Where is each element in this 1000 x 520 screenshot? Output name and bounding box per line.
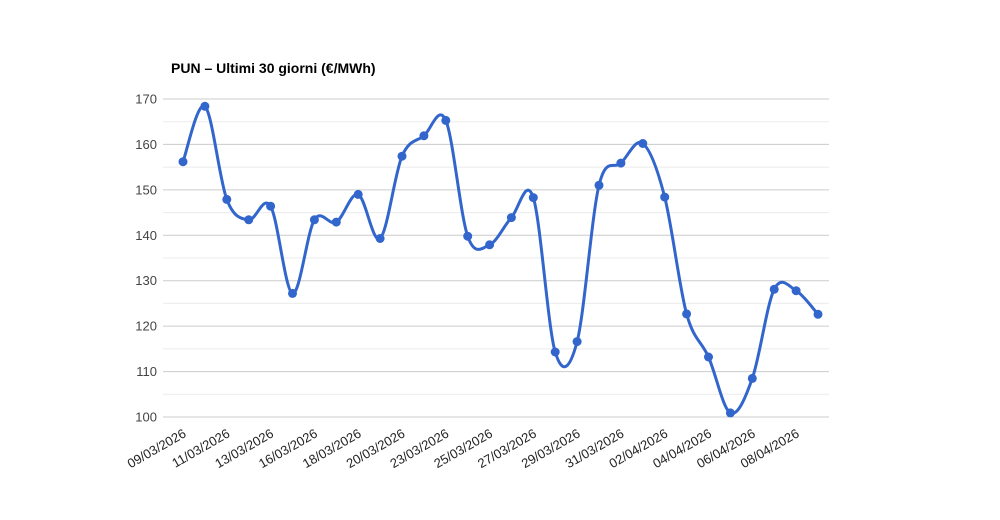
data-point[interactable]: [528, 193, 538, 203]
data-point[interactable]: [682, 309, 692, 319]
data-point[interactable]: [222, 194, 232, 204]
y-axis-tick-label: 170: [135, 92, 157, 107]
y-axis-tick-label: 160: [135, 137, 157, 152]
data-point[interactable]: [704, 352, 713, 362]
data-point[interactable]: [244, 215, 254, 225]
data-point[interactable]: [485, 240, 495, 250]
data-point[interactable]: [660, 192, 670, 202]
chart-title: PUN – Ultimi 30 giorni (€/MWh): [171, 60, 376, 76]
data-point[interactable]: [419, 131, 429, 141]
data-point[interactable]: [200, 101, 210, 111]
data-point[interactable]: [463, 231, 473, 241]
data-point[interactable]: [572, 337, 582, 347]
y-axis-tick-label: 150: [135, 182, 157, 197]
data-point[interactable]: [791, 286, 801, 296]
data-point[interactable]: [769, 284, 779, 294]
data-point[interactable]: [441, 115, 451, 125]
data-point[interactable]: [397, 151, 407, 161]
data-point[interactable]: [288, 288, 297, 298]
data-point[interactable]: [178, 157, 188, 167]
data-point[interactable]: [266, 201, 276, 211]
data-point[interactable]: [616, 158, 626, 168]
data-point[interactable]: [331, 217, 341, 227]
data-point[interactable]: [353, 189, 363, 199]
data-point[interactable]: [747, 373, 757, 383]
data-point[interactable]: [375, 234, 385, 243]
data-point[interactable]: [813, 309, 823, 319]
data-point[interactable]: [550, 347, 560, 357]
data-point[interactable]: [506, 213, 516, 223]
series-line: [181, 104, 820, 415]
data-point[interactable]: [638, 139, 648, 148]
y-axis-tick-label: 110: [136, 364, 157, 379]
data-point[interactable]: [594, 180, 604, 190]
y-axis-tick-label: 130: [135, 273, 157, 288]
y-axis-tick-label: 140: [135, 228, 157, 243]
data-point[interactable]: [725, 408, 735, 418]
data-point[interactable]: [309, 215, 319, 225]
y-axis-tick-label: 100: [135, 410, 157, 425]
y-axis-tick-label: 120: [135, 319, 157, 334]
